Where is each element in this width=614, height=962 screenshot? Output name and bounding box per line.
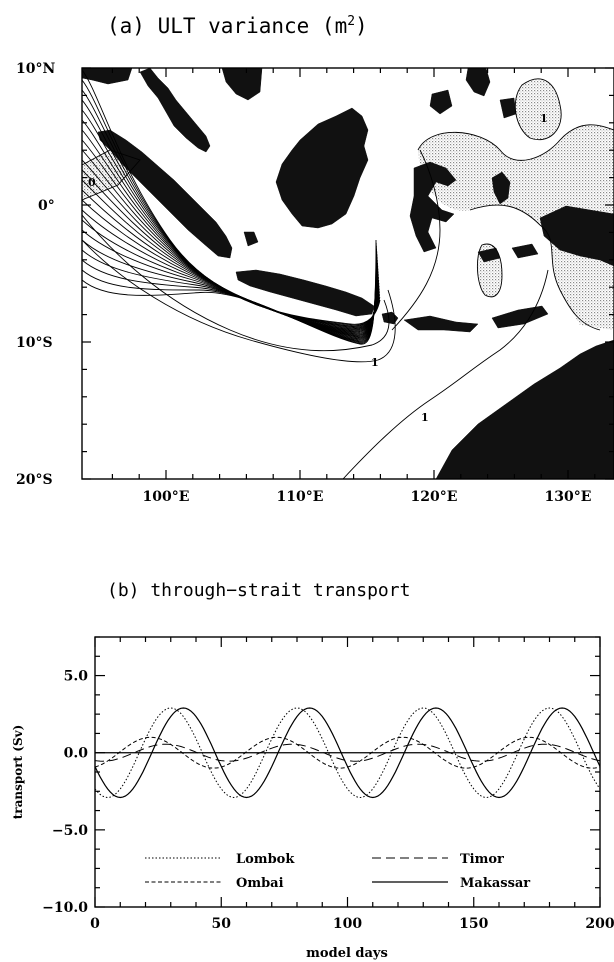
contour-label: 1 xyxy=(421,411,429,424)
series-line-makassar xyxy=(95,707,600,799)
transport-title: (b) through−strait transport xyxy=(107,580,411,601)
land-mainland-asia xyxy=(82,68,133,85)
y-tick-label: −10.0 xyxy=(42,900,88,916)
legend-label-makassar: Makassar xyxy=(460,876,530,891)
land-new-guinea xyxy=(539,205,614,267)
map-x-tick-label: 100°E xyxy=(143,489,190,505)
y-tick-label: −5.0 xyxy=(52,823,88,839)
contour-line xyxy=(342,269,549,479)
map-x-tick-label: 130°E xyxy=(545,489,592,505)
map-panel: 1 1 1 0 10°N 0° 10°S 20°S 100°E 110°E 12… xyxy=(16,61,614,505)
legend-label-timor: Timor xyxy=(460,852,504,867)
legend-label-lombok: Lombok xyxy=(236,852,295,867)
y-tick-label: 5.0 xyxy=(64,669,89,685)
map-frame xyxy=(81,67,614,480)
land-nusa-tenggara xyxy=(403,315,479,333)
series-line-timor xyxy=(95,743,600,762)
contour-label: 1 xyxy=(540,112,548,125)
land-sulawesi xyxy=(409,161,457,253)
land-java xyxy=(235,269,375,317)
land-bangka xyxy=(243,231,259,247)
map-title: (a) ULT variance (m2) xyxy=(107,14,368,38)
land-timor xyxy=(491,305,549,329)
land-borneo xyxy=(275,107,369,229)
map-y-tick-label: 0° xyxy=(38,198,55,214)
x-tick-label: 200 xyxy=(585,916,614,932)
contour-line xyxy=(469,204,601,331)
contour-line xyxy=(82,149,141,201)
map-y-tick-label: 10°N xyxy=(16,61,55,77)
land-philippines-2 xyxy=(429,89,453,115)
shaded-region-north xyxy=(515,78,562,140)
contour-label: 0 xyxy=(88,176,96,189)
map-y-tick-label: 20°S xyxy=(16,472,53,488)
y-axis-label: transport (Sv) xyxy=(11,725,25,820)
land-halmahera xyxy=(491,171,511,205)
shaded-region-northeast xyxy=(418,124,614,331)
x-tick-label: 0 xyxy=(90,916,100,932)
contour-lines xyxy=(82,69,614,479)
x-axis-label: model days xyxy=(306,946,388,961)
contour-line xyxy=(477,243,503,298)
legend-label-ombai: Ombai xyxy=(236,876,284,891)
land-philippines-1 xyxy=(465,68,491,97)
legend: Lombok Timor Ombai Makassar xyxy=(145,852,530,891)
contour-line xyxy=(82,214,390,352)
x-tick-label: 150 xyxy=(459,916,488,932)
map-ticks xyxy=(82,67,614,480)
land-philippines-3 xyxy=(499,97,517,119)
land-malay-peninsula xyxy=(139,68,211,153)
contour-line xyxy=(514,78,562,140)
contour-line xyxy=(417,124,614,161)
x-tick-label: 100 xyxy=(333,916,362,932)
land-sumatra xyxy=(97,129,233,259)
map-x-tick-label: 110°E xyxy=(277,489,324,505)
map-y-tick-label: 10°S xyxy=(16,335,53,351)
contour-line xyxy=(391,149,441,331)
y-tick-label: 0.0 xyxy=(64,746,89,762)
plot-frame xyxy=(94,636,601,908)
land-australia xyxy=(435,339,614,479)
map-x-tick-label: 120°E xyxy=(411,489,458,505)
land-bali-lombok xyxy=(381,311,399,325)
transport-panel: 0 50 100 150 200 5.0 0.0 −5.0 −10.0 model days t… xyxy=(11,636,614,961)
land-indochina xyxy=(221,68,263,101)
x-tick-label: 50 xyxy=(212,916,232,932)
contour-label: 1 xyxy=(371,356,379,369)
line-ticks xyxy=(94,636,601,908)
land-masses xyxy=(82,68,614,479)
contour-line xyxy=(82,239,377,345)
contour-line xyxy=(82,239,396,363)
